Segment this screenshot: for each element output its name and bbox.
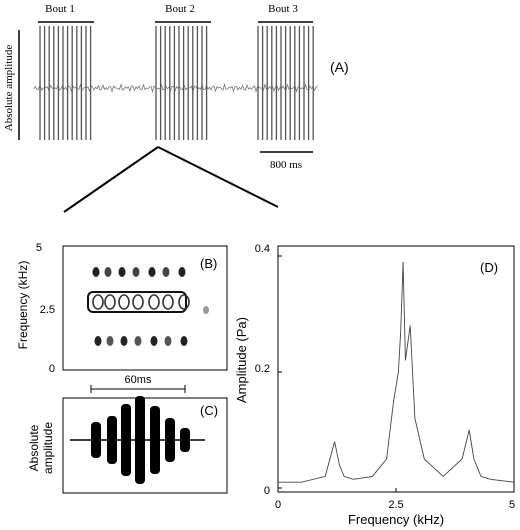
- spectrogram-lower-2: [120, 336, 128, 346]
- spectrogram-fundamental-4: [148, 294, 160, 310]
- spectrogram-fundamental-5: [162, 294, 174, 310]
- panel-d-ytick-0: 0: [264, 485, 270, 497]
- amplitude-burst-6: [180, 428, 190, 452]
- amplitude-burst-3: [135, 396, 145, 484]
- panel-d-label: (D): [480, 260, 498, 275]
- panel-b: 5 2.5 0 Frequency (kHz) (B): [16, 242, 228, 375]
- panel-b-ytick-0: 0: [49, 363, 55, 375]
- time-scale-label-800ms: 800 ms: [270, 159, 302, 171]
- panel-c-ylabel-line2: amplitude: [41, 422, 55, 474]
- spectrum-series-line: [278, 261, 515, 483]
- spectrogram-upper-5: [162, 267, 170, 277]
- bout-3-label: Bout 3: [268, 3, 298, 15]
- panel-d: 0.4 0.2 0 0 2.5 5 Frequency (kHz) Amplit…: [234, 243, 515, 527]
- spectrum-frame: [277, 245, 515, 493]
- spectrogram-lower-5: [164, 336, 172, 346]
- amplitude-burst-2: [121, 404, 131, 476]
- panel-c-label: (C): [200, 403, 218, 418]
- panel-d-ytick-0-2: 0.2: [255, 363, 270, 375]
- panel-b-label: (B): [200, 256, 217, 271]
- amplitude-burst-0: [91, 422, 101, 458]
- amplitude-trace: [70, 396, 205, 484]
- zoom-line-left: [63, 146, 159, 213]
- spectrogram-fundamental-3: [132, 294, 144, 310]
- panel-b-ylabel: Frequency (kHz): [16, 261, 30, 350]
- spectrogram-fundamental-0: [92, 294, 104, 310]
- panel-b-ytick-2-5: 2.5: [40, 304, 55, 316]
- panel-d-xtick-5: 5: [509, 499, 515, 511]
- bout-2-label: Bout 2: [165, 3, 195, 15]
- time-scale-label-60ms: 60ms: [125, 374, 152, 386]
- panel-d-ylabel: Amplitude (Pa): [234, 317, 249, 403]
- spectrogram-upper-2: [118, 267, 126, 277]
- panel-d-xtick-0: 0: [275, 499, 281, 511]
- panel-a-ylabel: Absolute amplitude: [3, 45, 15, 132]
- spectrogram-tail: [203, 306, 209, 314]
- spectrogram-lower-1: [106, 336, 114, 346]
- panel-a: Bout 1 Bout 2 Bout 3 Absolute amplitude …: [3, 3, 349, 171]
- panel-c-ylabel-line1: Absolute: [27, 424, 41, 471]
- spectrogram-upper-4: [148, 267, 156, 277]
- spectrogram-upper-6: [178, 267, 186, 277]
- amplitude-burst-1: [107, 416, 117, 464]
- bout-1-label: Bout 1: [45, 3, 75, 15]
- spectrogram-upper-3: [132, 267, 140, 277]
- spectrum-ticks: [277, 255, 515, 492]
- spectrogram-lower-0: [94, 336, 102, 346]
- waveform-trace: [33, 26, 318, 140]
- spectrogram-fundamental-1: [104, 294, 116, 310]
- zoom-line-right: [157, 146, 279, 208]
- spectrogram-lower-6: [180, 336, 188, 346]
- panel-c: Absolute amplitude (C): [27, 396, 228, 494]
- amplitude-burst-5: [165, 418, 175, 462]
- amplitude-burst-4: [150, 406, 160, 474]
- panel-d-xlabel: Frequency (kHz): [348, 512, 444, 527]
- panel-d-ytick-0-4: 0.4: [255, 243, 270, 255]
- spectrogram-blobs: [87, 267, 209, 346]
- spectrogram-lower-3: [134, 336, 142, 346]
- spectrogram-lower-4: [150, 336, 158, 346]
- spectrogram-upper-1: [104, 267, 112, 277]
- time-scale-60ms: 60ms: [90, 374, 186, 393]
- panel-d-xtick-2-5: 2.5: [388, 499, 403, 511]
- spectrogram-fundamental-6: [178, 294, 190, 310]
- spectrogram-fundamental-2: [118, 294, 130, 310]
- spectrogram-upper-0: [92, 267, 100, 277]
- panel-b-ytick-5: 5: [36, 242, 42, 254]
- panel-a-label: (A): [330, 59, 349, 75]
